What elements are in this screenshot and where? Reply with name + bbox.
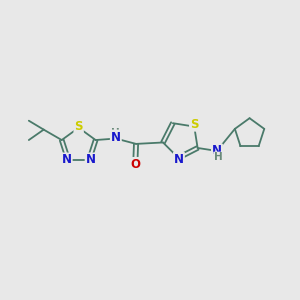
Text: S: S [190,118,199,131]
Text: N: N [62,154,72,166]
Text: N: N [85,154,96,166]
Text: S: S [74,120,83,133]
Text: N: N [212,144,222,158]
Text: O: O [130,158,140,171]
Text: N: N [111,130,121,144]
Text: N: N [174,153,184,166]
Text: H: H [214,152,223,163]
Text: H: H [112,128,120,138]
